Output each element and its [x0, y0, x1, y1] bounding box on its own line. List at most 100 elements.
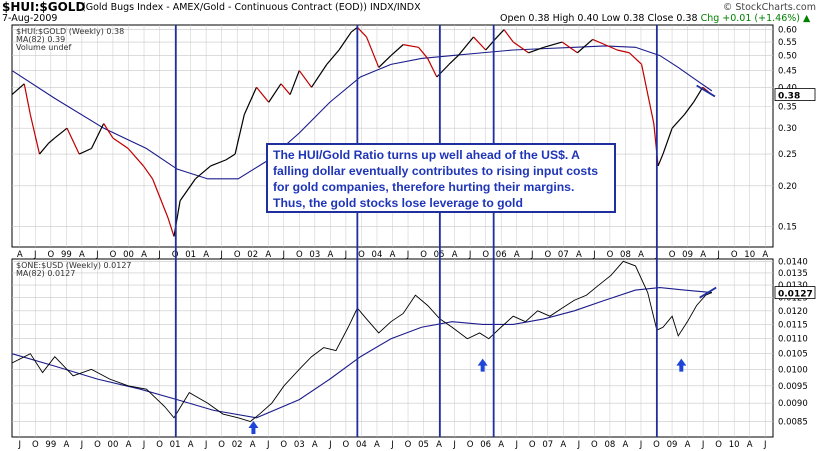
price-segment	[657, 153, 664, 167]
x-tick-label: J	[577, 440, 581, 450]
x-tick-label: J	[390, 440, 394, 450]
stockcharts-brand[interactable]: © StockCharts.com	[722, 2, 816, 13]
x-tick-label: 00	[108, 440, 119, 450]
x-tick-label: 09	[667, 440, 678, 450]
price-segment	[683, 101, 695, 115]
x-tick-label: O	[234, 250, 241, 260]
y-tick-label: 0.55	[778, 38, 797, 48]
x-tick-label: J	[592, 250, 596, 260]
x-tick-label: A	[327, 250, 333, 260]
x-tick-label: A	[514, 250, 520, 260]
price-segment	[103, 123, 114, 139]
price-segment	[473, 36, 487, 51]
y-tick-label: 0.45	[778, 67, 797, 77]
y-tick-label: 0.0115	[778, 320, 808, 330]
x-tick-label: 07	[542, 440, 553, 450]
x-tick-label: O	[110, 250, 117, 260]
x-tick-label: A	[374, 440, 380, 450]
price-segment	[604, 44, 618, 51]
x-tick-label: J	[468, 250, 472, 260]
price-segment	[592, 38, 606, 46]
annotation-box: The HUI/Gold Ratio turns up well ahead o…	[266, 143, 616, 213]
price-segment	[179, 178, 196, 202]
y-tick-label: 0.0105	[778, 350, 808, 360]
x-tick-label: O	[405, 440, 412, 450]
price-segment	[512, 41, 529, 54]
price-segment	[577, 39, 594, 54]
x-tick-label: 08	[620, 250, 631, 260]
price-line	[11, 260, 713, 423]
x-tick-label: A	[762, 250, 768, 260]
x-tick-label: J	[406, 250, 410, 260]
x-tick-label: 03	[309, 250, 320, 260]
last-value-tag	[774, 286, 816, 299]
x-tick-label: J	[95, 250, 99, 260]
y-tick-label: 0.0100	[778, 365, 808, 375]
x-tick-label: J	[763, 440, 767, 450]
x-tick-label: O	[482, 250, 489, 260]
up-arrow-icon	[676, 358, 687, 372]
price-segment	[436, 63, 450, 78]
price-segment	[298, 70, 312, 88]
x-tick-label: J	[344, 250, 348, 260]
x-tick-label: 10	[744, 250, 755, 260]
price-segment	[142, 165, 154, 180]
x-tick-label: 09	[682, 250, 693, 260]
up-arrow-icon	[248, 421, 259, 434]
x-tick-label: O	[591, 440, 598, 450]
price-segment	[48, 137, 56, 144]
x-tick-label: 03	[294, 440, 305, 450]
price-segment	[427, 58, 438, 78]
x-tick-label: A	[188, 440, 194, 450]
x-tick-label: 05	[418, 440, 429, 450]
price-segment	[356, 26, 367, 38]
x-tick-label: A	[560, 440, 566, 450]
x-tick-label: O	[32, 440, 39, 450]
price-segment	[66, 127, 80, 155]
price-segment	[350, 26, 358, 33]
last-value-label: 0.38	[778, 92, 800, 102]
x-tick-label: A	[17, 250, 23, 260]
price-segment	[225, 153, 236, 161]
panel-2: 0.0085 0.0090 0.0095 0.0100 0.0105 0.0110 0.01…	[11, 257, 816, 450]
x-tick-label: 99	[61, 250, 72, 260]
x-tick-label: O	[343, 440, 350, 450]
x-tick-label: O	[544, 250, 551, 260]
price-segment	[54, 127, 68, 139]
x-tick-label: A	[203, 250, 209, 260]
change-readout: Chg +0.01 (+1.46%) ▲	[701, 13, 811, 24]
x-tick-label: O	[467, 440, 474, 450]
price-segment	[194, 165, 212, 180]
ohlc-readout: Open 0.38 High 0.40 Low 0.38 Close 0.38 …	[500, 13, 810, 24]
price-segment	[11, 83, 25, 96]
price-segment	[617, 49, 630, 54]
y-tick-label: 0.50	[778, 52, 797, 62]
x-tick-label: A	[700, 250, 706, 260]
x-tick-label: O	[529, 440, 536, 450]
x-tick-label: J	[204, 440, 208, 450]
y-tick-label: 0.15	[778, 223, 797, 233]
x-tick-label: O	[156, 440, 163, 450]
x-tick-label: O	[653, 440, 660, 450]
x-tick-label: O	[715, 440, 722, 450]
change-text: Chg +0.01 (+1.46%)	[700, 13, 800, 24]
y-tick-label: 0.0120	[778, 307, 808, 317]
x-tick-label: A	[265, 250, 271, 260]
price-segment	[640, 64, 655, 124]
x-tick-label: J	[514, 440, 518, 450]
y-tick-label: 0.35	[778, 102, 797, 112]
x-tick-label: 06	[496, 250, 507, 260]
price-segment	[90, 123, 105, 149]
x-tick-label: 99	[45, 440, 56, 450]
ticker-symbol: $HUI:$GOLD	[2, 0, 86, 14]
x-tick-label: 08	[605, 440, 616, 450]
price-segment	[167, 217, 175, 237]
y-tick-label: 0.0095	[778, 382, 808, 392]
x-tick-label: O	[47, 250, 54, 260]
change-up-icon: ▲	[803, 13, 811, 24]
x-tick-label: A	[390, 250, 396, 260]
chart-date: 7-Aug-2009	[2, 13, 58, 24]
x-tick-label: A	[452, 250, 458, 260]
x-tick-label: O	[218, 440, 225, 450]
